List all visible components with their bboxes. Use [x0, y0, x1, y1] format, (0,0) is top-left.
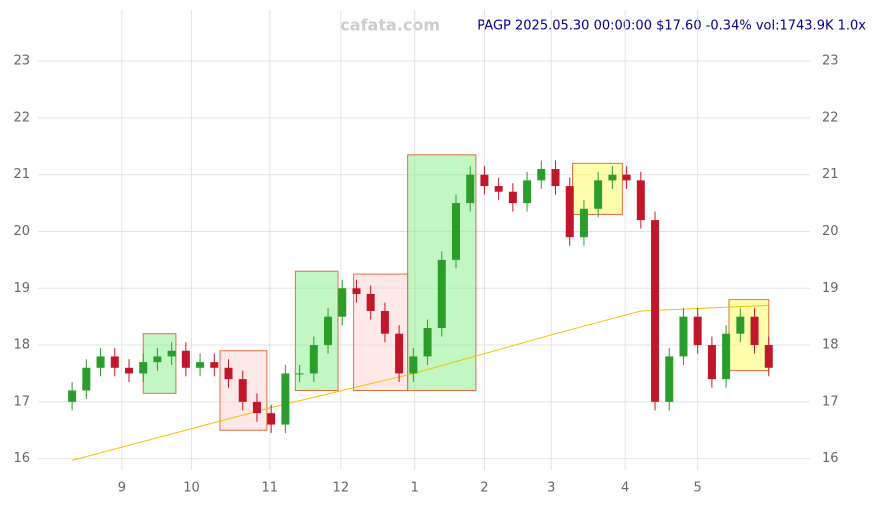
x-tick-label: 3: [547, 481, 555, 496]
candle-body: [395, 333, 404, 374]
candle-body: [579, 208, 588, 238]
candle-body: [565, 186, 574, 238]
candle-body: [494, 186, 503, 192]
x-tick-label: 9: [118, 481, 126, 496]
x-tick-label: 5: [694, 481, 702, 496]
y-tick-label-right: 20: [822, 224, 839, 239]
candle-body: [324, 316, 333, 346]
candle-body: [295, 373, 304, 375]
candle-body: [651, 220, 660, 402]
x-tick-label: 1: [411, 481, 419, 496]
y-tick-label-right: 19: [822, 281, 839, 296]
candle-body: [96, 356, 105, 368]
candle-body: [352, 288, 361, 294]
x-tick-label: 10: [183, 481, 200, 496]
candle-body: [252, 401, 261, 414]
candle-body: [480, 174, 489, 187]
candle-body: [153, 356, 162, 363]
candle-body: [366, 293, 375, 311]
y-tick-label: 16: [13, 451, 30, 466]
y-tick-label: 19: [13, 281, 30, 296]
candle-body: [423, 328, 432, 357]
y-tick-label-right: 16: [822, 451, 839, 466]
candle-body: [551, 169, 560, 187]
candle-body: [181, 350, 190, 368]
candle-body: [124, 367, 133, 374]
candle-body: [622, 174, 631, 181]
candle-body: [764, 345, 773, 368]
candle-body: [537, 169, 546, 181]
candle-body: [238, 379, 247, 402]
zone: [142, 333, 177, 394]
x-tick-label: 4: [621, 481, 629, 496]
y-tick-label: 20: [13, 224, 30, 239]
candle-body: [693, 316, 702, 346]
candle-body: [139, 362, 148, 374]
y-tick-label-right: 17: [822, 394, 839, 409]
watermark: cafata.com: [340, 16, 440, 35]
candle-body: [665, 356, 674, 402]
x-tick-label: 11: [261, 481, 278, 496]
chart-title: PAGP 2025.05.30 00:00:00 $17.60 -0.34% v…: [477, 19, 866, 34]
candle-body: [750, 316, 759, 346]
zone: [728, 299, 770, 372]
y-tick-label: 17: [13, 394, 30, 409]
candle-body: [636, 180, 645, 221]
candle-body: [437, 259, 446, 329]
x-tick-label: 12: [333, 481, 350, 496]
y-tick-label-right: 21: [822, 167, 839, 182]
candle-body: [281, 373, 290, 425]
candle-body: [224, 367, 233, 380]
candle-body: [608, 174, 617, 181]
candle-body: [167, 350, 176, 357]
candle-body: [267, 413, 276, 425]
candle-body: [82, 367, 91, 391]
candle-body: [451, 203, 460, 260]
candle-body: [380, 310, 389, 334]
candle-body: [523, 180, 532, 204]
moving-average: [71, 304, 769, 461]
candle-body: [707, 345, 716, 380]
candle-body: [466, 174, 475, 204]
y-tick-label: 22: [13, 110, 30, 125]
y-tick-label: 21: [13, 167, 30, 182]
y-tick-label: 23: [13, 54, 30, 69]
x-tick-label: 2: [480, 481, 488, 496]
y-tick-label-right: 18: [822, 338, 839, 353]
candle-body: [679, 316, 688, 357]
y-tick-label: 18: [13, 338, 30, 353]
candle-body: [736, 316, 745, 334]
candle-body: [196, 362, 205, 368]
candle-body: [508, 191, 517, 204]
candle-body: [338, 288, 347, 317]
candle-body: [110, 356, 119, 368]
y-tick-label-right: 22: [822, 110, 839, 125]
candle-body: [309, 345, 318, 374]
candle-body: [68, 390, 77, 402]
candle-body: [722, 333, 731, 380]
candle-body: [210, 362, 219, 368]
candle-body: [594, 180, 603, 209]
y-tick-label-right: 23: [822, 54, 839, 69]
candle-body: [409, 356, 418, 374]
